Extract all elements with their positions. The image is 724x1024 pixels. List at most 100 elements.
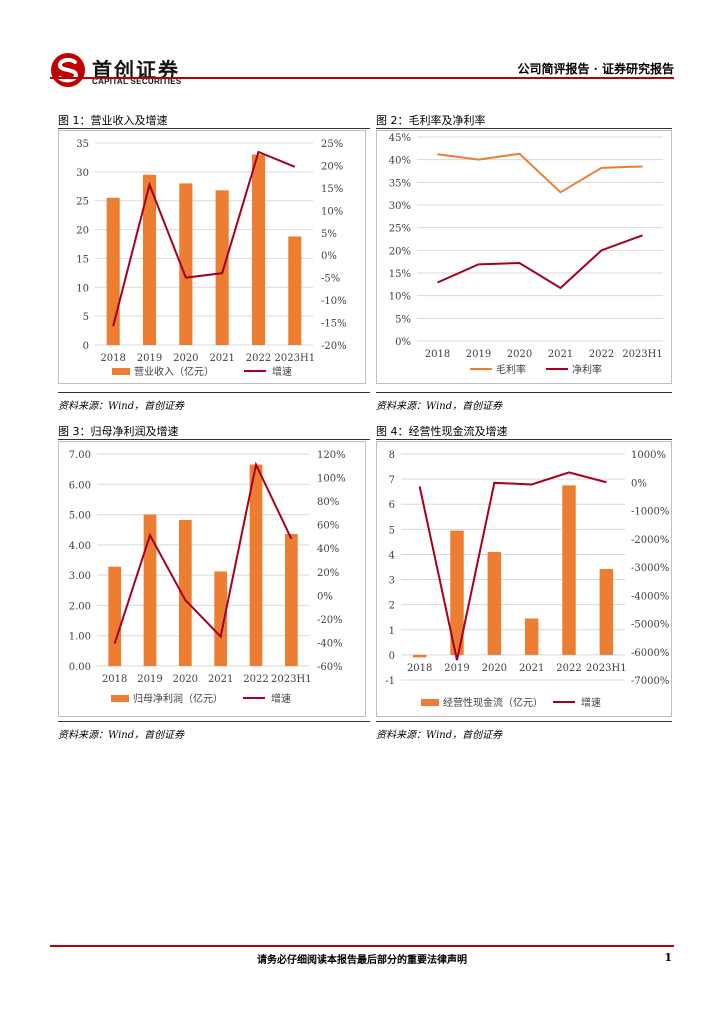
y-axis-left-tick-label: 30 [76,168,89,179]
legend-label: 毛利率 [496,363,526,376]
x-axis-tick-label: 2020 [173,674,198,685]
y-axis-left-tick-label: 1.00 [69,632,91,643]
figure-2-source: 资料来源：Wind，首创证券 [376,401,503,412]
bar [106,197,120,345]
y-axis-right-tick-label: 100% [317,474,346,485]
bar [214,571,228,666]
y-axis-left-tick-label: 15% [389,269,411,280]
figure-2-title: 图 2：毛利率及净利率 [376,114,486,127]
y-axis-left-tick-label: 25% [389,224,411,235]
bar [450,530,464,655]
y-axis-right-tick-label: 15% [321,184,343,195]
figure-3-source-rule [58,721,370,722]
x-axis-tick-label: 2020 [482,663,507,674]
y-axis-right-tick-label: 1000% [631,450,666,461]
logo-text-en: CAPITAL SECURITIES [92,77,182,86]
y-axis-right-tick-label: 40% [317,544,339,555]
series-line [437,152,643,194]
y-axis-left-tick-label: 2.00 [69,601,91,612]
footer-rule [50,945,674,947]
y-axis-right-tick-label: -15% [321,319,347,330]
y-axis-left-tick-label: -1 [385,676,395,687]
bar [487,551,502,655]
bar [251,154,266,345]
x-axis-tick-label: 2019 [137,353,162,364]
y-axis-right-tick-label: 60% [317,521,339,532]
bar [178,520,192,666]
growth-line [112,150,296,327]
y-axis-left-tick-label: 10% [389,292,411,303]
y-axis-right-tick-label: -2000% [631,535,669,546]
y-axis-left-tick-label: 0 [389,651,395,662]
y-axis-left-tick-label: 5 [389,525,395,536]
x-axis-tick-label: 2021 [519,663,544,674]
x-axis-tick-label: 2022 [243,674,268,685]
y-axis-right-tick-label: -4000% [631,591,669,602]
legal-notice: 请务必仔细阅读本报告最后部分的重要法律声明 [257,955,467,966]
report-type-title: 公司简评报告 · 证券研究报告 [517,62,674,76]
legend-label: 增速 [271,692,291,705]
y-axis-right-tick-label: 20% [321,161,343,172]
y-axis-left-tick-label: 15 [76,254,89,265]
figure-4-title: 图 4：经营性现金流及增速 [376,425,508,438]
y-axis-right-tick-label: 0% [321,251,337,262]
y-axis-left-tick-label: 5% [395,314,411,325]
y-axis-right-tick-label: -40% [317,638,343,649]
bar [179,183,193,345]
x-axis-tick-label: 2022 [246,353,271,364]
x-axis-tick-label: 2023H1 [271,674,312,685]
x-axis-tick-label: 2020 [507,349,532,360]
y-axis-right-tick-label: -1000% [631,507,669,518]
bar [108,566,122,666]
y-axis-left-tick-label: 4 [389,550,395,561]
x-axis-tick-label: 2019 [137,674,162,685]
y-axis-left-tick-label: 35% [389,178,411,189]
growth-line [418,471,607,661]
bar [524,618,539,655]
figure-1-rule [58,128,370,129]
x-axis-tick-label: 2018 [425,349,450,360]
x-axis-tick-label: 2022 [589,349,614,360]
company-logo: 首创证券 CAPITAL SECURITIES [50,52,210,88]
legend-swatch-bar [112,368,130,375]
y-axis-right-tick-label: -60% [317,662,343,673]
y-axis-left-tick-label: 20 [76,226,89,237]
y-axis-left-tick-label: 5.00 [69,511,91,522]
figure-3-rule [58,439,370,440]
y-axis-right-tick-label: -20% [321,341,347,352]
y-axis-right-tick-label: -6000% [631,648,669,659]
y-axis-left-tick-label: 3.00 [69,571,91,582]
bar [288,236,302,345]
figure-4-rule [376,439,672,440]
y-axis-right-tick-label: 10% [321,206,343,217]
x-axis-tick-label: 2019 [466,349,491,360]
y-axis-left-tick-label: 7 [389,475,395,486]
figure-4-source-rule [376,721,672,722]
bar [249,464,263,666]
y-axis-right-tick-label: 80% [317,497,339,508]
x-axis-tick-label: 2023H1 [275,353,316,364]
x-axis-tick-label: 2023H1 [586,663,627,674]
y-axis-right-tick-label: -7000% [631,676,669,687]
x-axis-tick-label: 2018 [100,353,125,364]
y-axis-left-tick-label: 6.00 [69,480,91,491]
bar [599,569,614,655]
y-axis-left-tick-label: 3 [389,576,395,587]
y-axis-left-tick-label: 40% [389,156,411,167]
y-axis-left-tick-label: 30% [389,201,411,212]
x-axis-tick-label: 2022 [556,663,581,674]
y-axis-left-tick-label: 4.00 [69,541,91,552]
figure-1-chart: 0 5 10 15 20 25 30 35 -20% -15% -10% -5% 0% 5% 10% 15% 2… [58,130,366,384]
legend-label: 增速 [272,365,292,378]
growth-line [113,461,293,644]
y-axis-right-tick-label: -5000% [631,620,669,631]
y-axis-right-tick-label: -20% [317,615,343,626]
y-axis-right-tick-label: -5% [321,274,340,285]
y-axis-right-tick-label: 0% [317,591,333,602]
y-axis-right-tick-label: 120% [317,450,346,461]
y-axis-right-tick-label: -10% [321,296,347,307]
bar [284,533,298,666]
figure-4-source: 资料来源：Wind，首创证券 [376,730,503,741]
x-axis-tick-label: 2020 [173,353,198,364]
bar [142,174,157,345]
